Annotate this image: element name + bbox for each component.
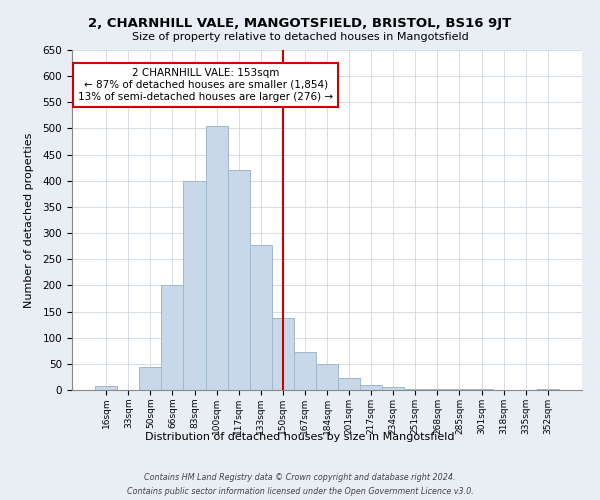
Bar (338, 378, 360, 390)
Bar (206, 126, 227, 390)
Bar (382, 388, 404, 390)
Text: Size of property relative to detached houses in Mangotsfield: Size of property relative to detached ho… (131, 32, 469, 42)
Bar (360, 385, 382, 390)
Text: Contains HM Land Registry data © Crown copyright and database right 2024.: Contains HM Land Registry data © Crown c… (144, 472, 456, 482)
Text: Distribution of detached houses by size in Mangotsfield: Distribution of detached houses by size … (145, 432, 455, 442)
Bar (316, 364, 338, 390)
Bar (227, 170, 250, 390)
Text: Contains public sector information licensed under the Open Government Licence v3: Contains public sector information licen… (127, 488, 473, 496)
Text: 2 CHARNHILL VALE: 153sqm
← 87% of detached houses are smaller (1,854)
13% of sem: 2 CHARNHILL VALE: 153sqm ← 87% of detach… (78, 68, 333, 102)
Bar (184, 181, 206, 390)
Y-axis label: Number of detached properties: Number of detached properties (24, 132, 34, 308)
Bar (294, 352, 316, 390)
Bar (272, 318, 294, 390)
Bar (139, 367, 161, 390)
Text: 2, CHARNHILL VALE, MANGOTSFIELD, BRISTOL, BS16 9JT: 2, CHARNHILL VALE, MANGOTSFIELD, BRISTOL… (88, 18, 512, 30)
Bar (95, 386, 117, 390)
Bar (537, 389, 559, 390)
Bar (161, 286, 184, 390)
Bar (250, 244, 272, 390)
Bar (404, 389, 427, 390)
